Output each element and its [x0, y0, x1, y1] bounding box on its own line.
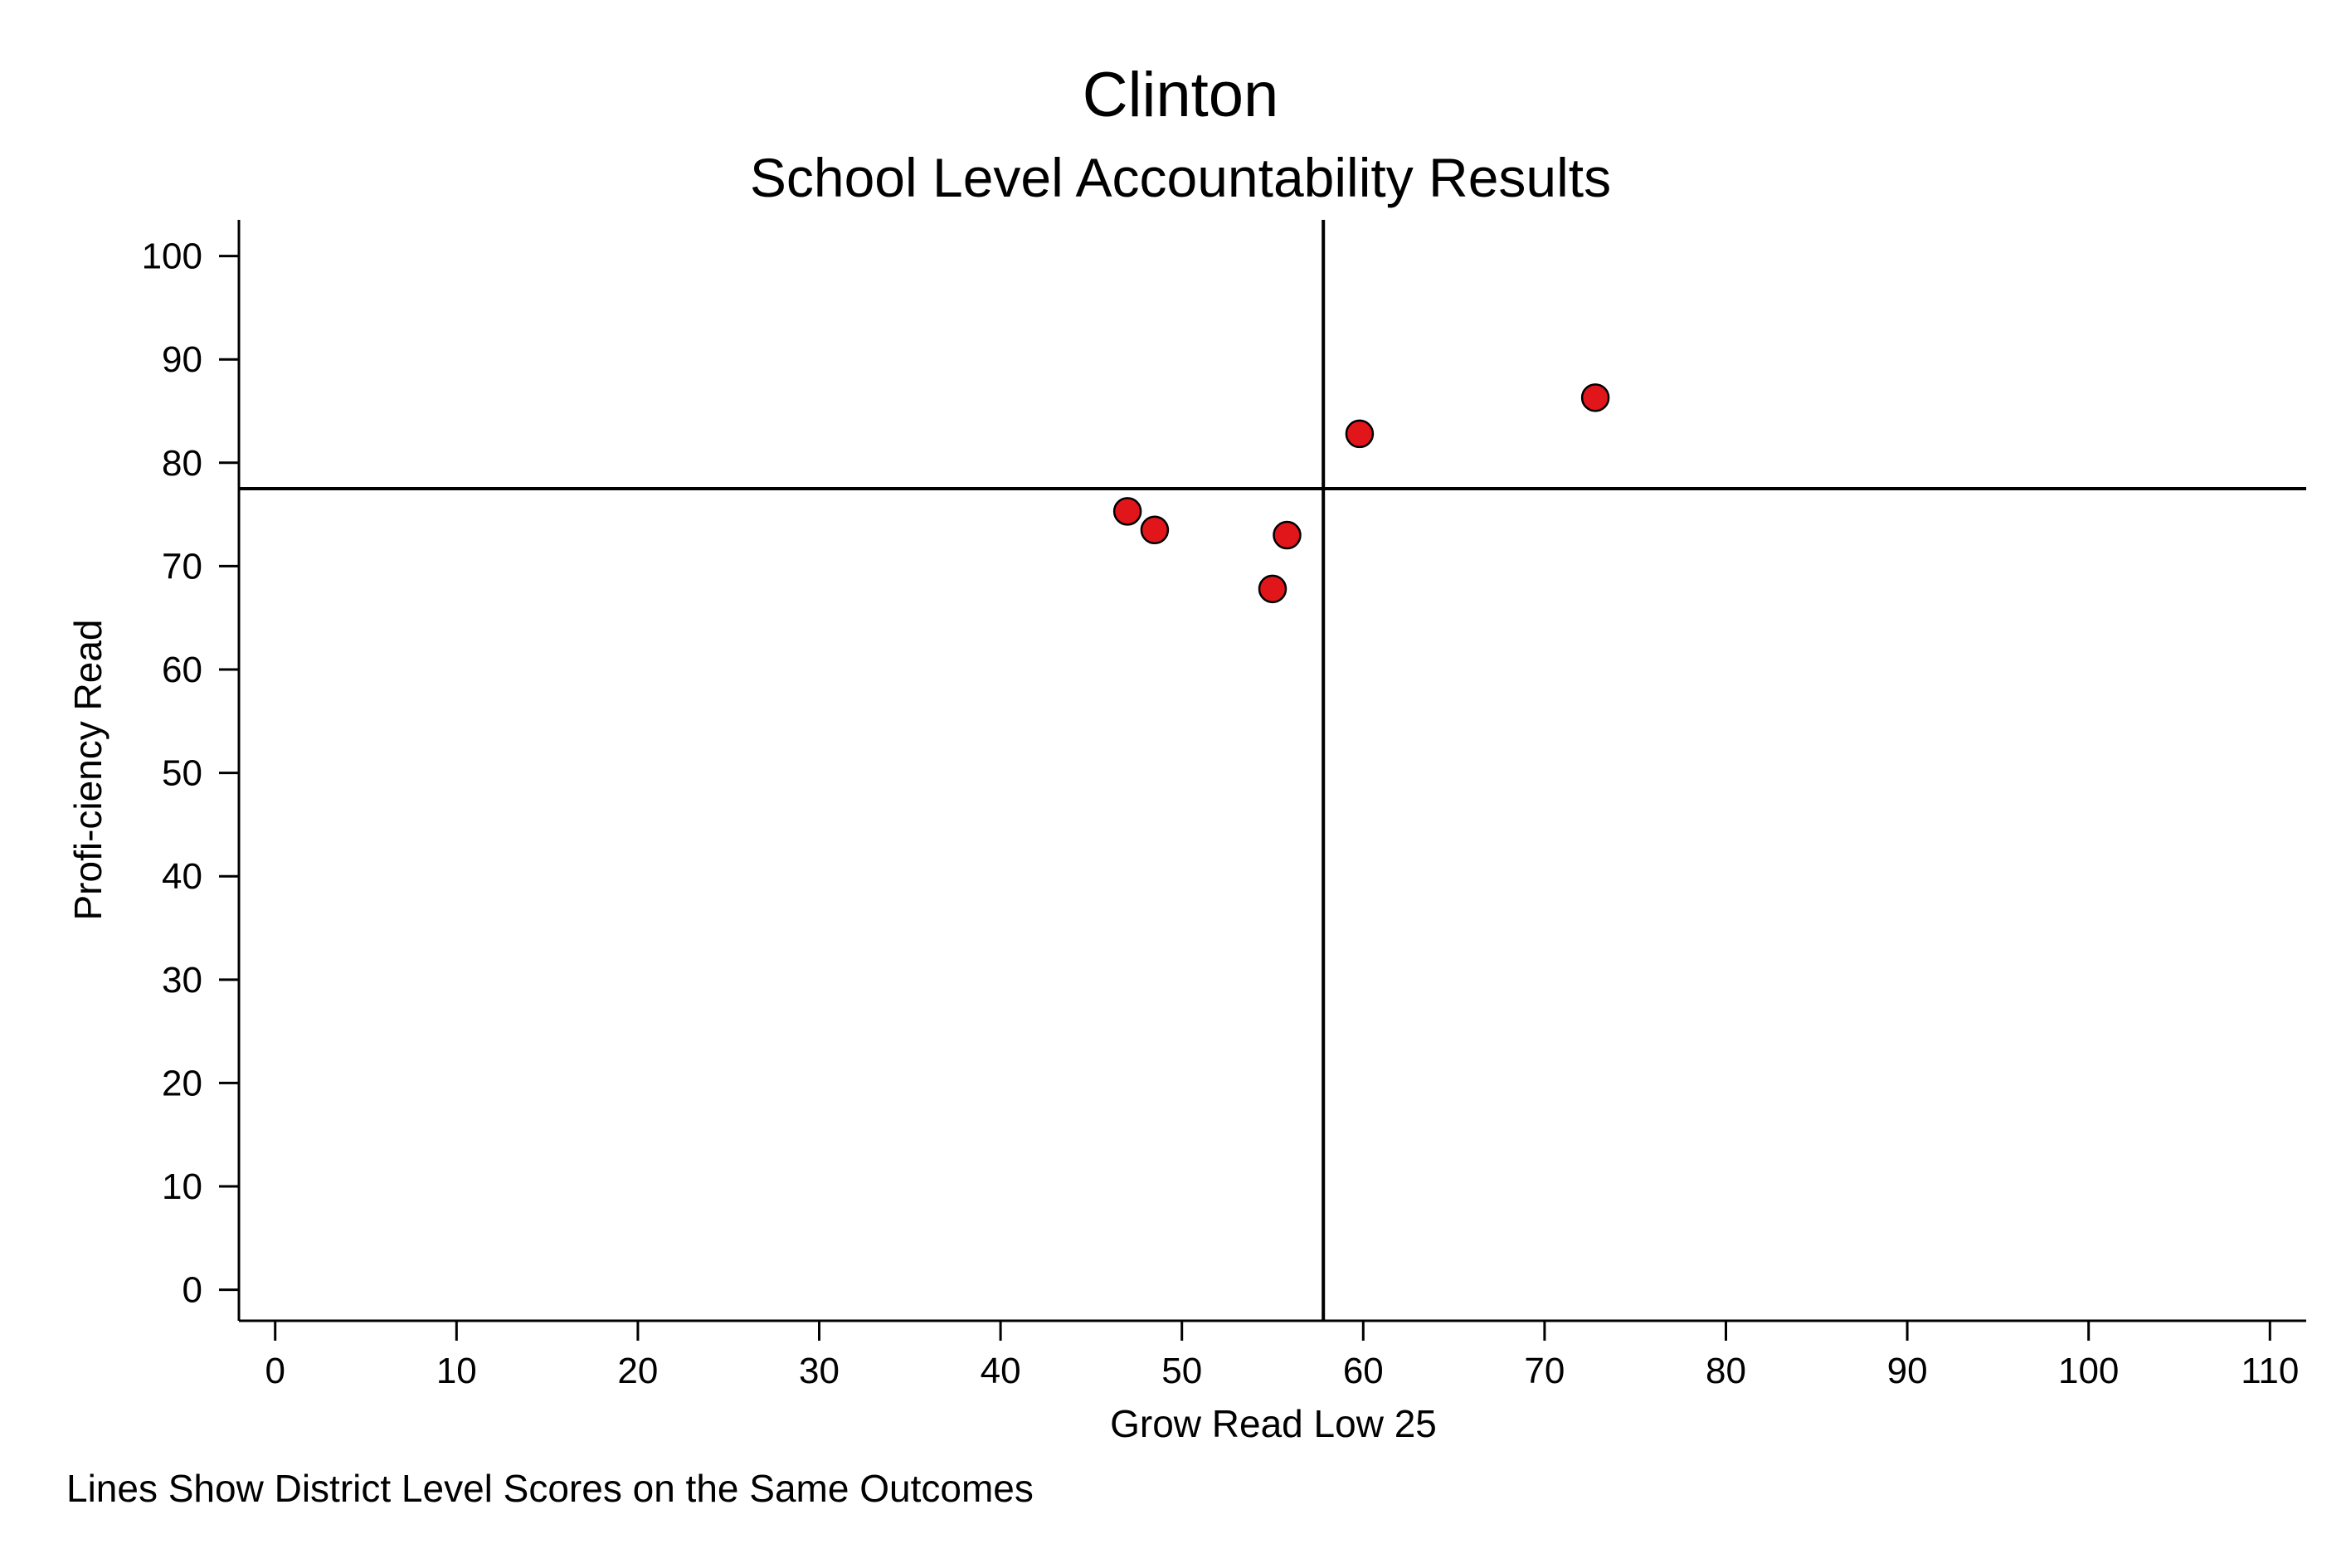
- data-point-1: [1580, 383, 1610, 412]
- x-tick-label: 100: [2058, 1351, 2119, 1391]
- x-tick-label: 60: [1343, 1351, 1384, 1391]
- x-tick-label: 90: [1887, 1351, 1928, 1391]
- chart-subtitle: School Level Accountability Results: [750, 147, 1611, 208]
- y-tick-label: 0: [183, 1270, 202, 1311]
- x-tick-label: 10: [436, 1351, 477, 1391]
- y-tick-label: 70: [162, 546, 202, 587]
- x-tick-label: 110: [2241, 1351, 2299, 1391]
- y-tick-label: 80: [162, 443, 202, 484]
- x-tick-label: 30: [799, 1351, 840, 1391]
- x-tick-label: 70: [1524, 1351, 1565, 1391]
- y-tick-label: 10: [162, 1166, 202, 1207]
- x-tick-label: 20: [617, 1351, 658, 1391]
- data-point-2: [1345, 419, 1375, 449]
- y-axis-label: Profi-ciency Read: [66, 619, 110, 920]
- y-tick-label: 100: [142, 236, 202, 277]
- data-point-5: [1273, 520, 1302, 550]
- y-tick-label: 20: [162, 1063, 202, 1103]
- data-points: [1112, 383, 1610, 604]
- x-tick-label: 80: [1706, 1351, 1746, 1391]
- x-tick-label: 40: [981, 1351, 1021, 1391]
- x-axis-label: Grow Read Low 25: [1110, 1402, 1437, 1445]
- x-tick-label: 0: [265, 1351, 285, 1391]
- plot-area: 0 10 20 30 40 50 60 70 80 90 100 0 10 20 30 40 50 60 70 80…: [142, 220, 2306, 1391]
- y-tick-label: 50: [162, 753, 202, 794]
- data-point-6: [1258, 574, 1287, 604]
- y-tick-label: 90: [162, 339, 202, 380]
- y-axis-ticks: 0 10 20 30 40 50 60 70 80 90 100: [142, 236, 239, 1311]
- data-point-4: [1140, 515, 1170, 545]
- y-tick-label: 40: [162, 856, 202, 897]
- data-point-3: [1112, 497, 1142, 526]
- chart-note: Lines Show District Level Scores on the …: [66, 1467, 1034, 1510]
- y-tick-label: 30: [162, 960, 202, 1001]
- x-axis-ticks: 0 10 20 30 40 50 60 70 80 90 100 110: [265, 1321, 2299, 1391]
- y-tick-label: 60: [162, 650, 202, 690]
- x-tick-label: 50: [1161, 1351, 1202, 1391]
- chart-title: Clinton: [1083, 60, 1279, 130]
